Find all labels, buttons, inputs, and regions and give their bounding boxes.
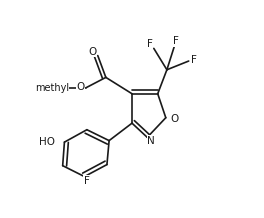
Text: HO: HO — [39, 137, 55, 147]
Text: F: F — [173, 36, 179, 46]
Text: F: F — [147, 39, 153, 49]
Text: methyl: methyl — [35, 83, 69, 93]
Text: F: F — [191, 54, 196, 65]
Text: O: O — [89, 47, 97, 57]
Text: O: O — [77, 82, 85, 92]
Text: O: O — [170, 114, 179, 124]
Text: N: N — [147, 136, 155, 146]
Text: F: F — [84, 176, 90, 186]
